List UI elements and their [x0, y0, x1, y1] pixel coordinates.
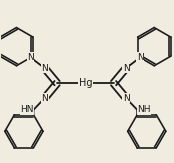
Text: N: N — [41, 64, 48, 73]
Text: N: N — [137, 53, 144, 62]
Text: N: N — [41, 94, 48, 103]
Text: Hg: Hg — [79, 78, 92, 88]
Text: N: N — [27, 53, 34, 62]
Text: N: N — [123, 94, 129, 103]
Text: N: N — [123, 64, 129, 73]
Text: HN: HN — [20, 105, 34, 114]
Text: NH: NH — [137, 105, 151, 114]
